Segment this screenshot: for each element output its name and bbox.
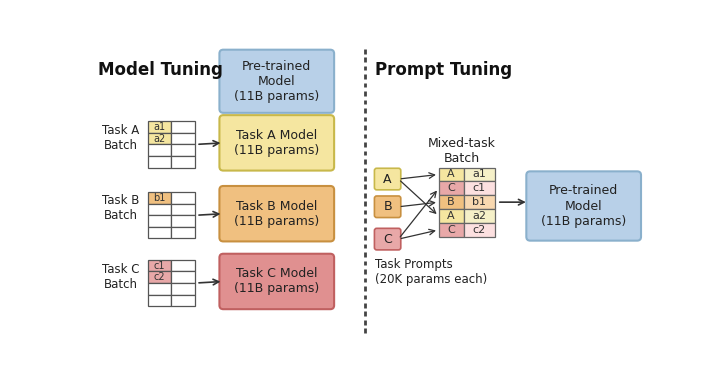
Text: Pre-trained
Model
(11B params): Pre-trained Model (11B params) bbox=[541, 185, 626, 228]
FancyBboxPatch shape bbox=[374, 168, 401, 190]
Bar bbox=[438, 209, 464, 223]
Bar bbox=[148, 260, 171, 272]
Text: Pre-trained
Model
(11B params): Pre-trained Model (11B params) bbox=[234, 60, 320, 103]
Bar bbox=[171, 156, 194, 167]
Bar bbox=[464, 167, 495, 181]
Text: Task A Model
(11B params): Task A Model (11B params) bbox=[234, 129, 320, 157]
Text: Task B
Batch: Task B Batch bbox=[102, 194, 140, 222]
Text: B: B bbox=[447, 197, 455, 207]
Text: A: A bbox=[383, 173, 392, 186]
Bar bbox=[171, 215, 194, 227]
Text: a2: a2 bbox=[153, 134, 166, 144]
Text: Task C
Batch: Task C Batch bbox=[102, 263, 140, 291]
Bar bbox=[171, 204, 194, 215]
Text: Mixed-task
Batch: Mixed-task Batch bbox=[428, 137, 496, 165]
Bar bbox=[148, 283, 171, 295]
Text: Prompt Tuning: Prompt Tuning bbox=[375, 61, 513, 79]
FancyBboxPatch shape bbox=[220, 186, 334, 241]
Bar bbox=[171, 144, 194, 156]
FancyBboxPatch shape bbox=[526, 172, 641, 241]
Text: C: C bbox=[383, 233, 392, 246]
Bar bbox=[464, 181, 495, 195]
FancyBboxPatch shape bbox=[220, 50, 334, 113]
Bar bbox=[464, 223, 495, 237]
Text: A: A bbox=[447, 211, 455, 221]
Bar bbox=[464, 209, 495, 223]
Bar bbox=[438, 223, 464, 237]
Text: Task A
Batch: Task A Batch bbox=[102, 124, 140, 152]
FancyBboxPatch shape bbox=[374, 196, 401, 218]
Text: b1: b1 bbox=[153, 193, 166, 203]
Bar bbox=[438, 167, 464, 181]
Bar bbox=[148, 156, 171, 167]
Text: c1: c1 bbox=[472, 183, 485, 193]
Text: C: C bbox=[447, 225, 455, 235]
Bar bbox=[148, 227, 171, 238]
Bar bbox=[148, 204, 171, 215]
Bar bbox=[171, 283, 194, 295]
Bar bbox=[171, 227, 194, 238]
Bar bbox=[148, 192, 171, 204]
Bar bbox=[171, 295, 194, 306]
Text: A: A bbox=[447, 170, 455, 180]
Text: C: C bbox=[447, 183, 455, 193]
Bar bbox=[171, 192, 194, 204]
Bar bbox=[148, 133, 171, 144]
Text: a2: a2 bbox=[472, 211, 486, 221]
Bar bbox=[171, 272, 194, 283]
Text: c2: c2 bbox=[154, 272, 166, 282]
Text: a1: a1 bbox=[472, 170, 486, 180]
Bar bbox=[148, 144, 171, 156]
Bar bbox=[171, 260, 194, 272]
Text: Task C Model
(11B params): Task C Model (11B params) bbox=[234, 267, 320, 295]
Bar bbox=[171, 121, 194, 133]
FancyBboxPatch shape bbox=[220, 254, 334, 309]
Bar bbox=[148, 121, 171, 133]
Bar bbox=[438, 181, 464, 195]
Bar bbox=[464, 195, 495, 209]
Text: c2: c2 bbox=[472, 225, 486, 235]
Bar bbox=[438, 195, 464, 209]
Text: B: B bbox=[383, 200, 392, 213]
Text: Task B Model
(11B params): Task B Model (11B params) bbox=[234, 200, 320, 228]
FancyBboxPatch shape bbox=[374, 228, 401, 250]
Text: a1: a1 bbox=[153, 122, 166, 132]
Bar bbox=[148, 272, 171, 283]
FancyBboxPatch shape bbox=[220, 115, 334, 171]
Bar bbox=[148, 215, 171, 227]
Text: Model Tuning: Model Tuning bbox=[98, 61, 222, 79]
Text: b1: b1 bbox=[472, 197, 486, 207]
Bar bbox=[171, 133, 194, 144]
Bar bbox=[148, 295, 171, 306]
Text: Task Prompts
(20K params each): Task Prompts (20K params each) bbox=[375, 257, 487, 286]
Text: c1: c1 bbox=[154, 261, 166, 271]
